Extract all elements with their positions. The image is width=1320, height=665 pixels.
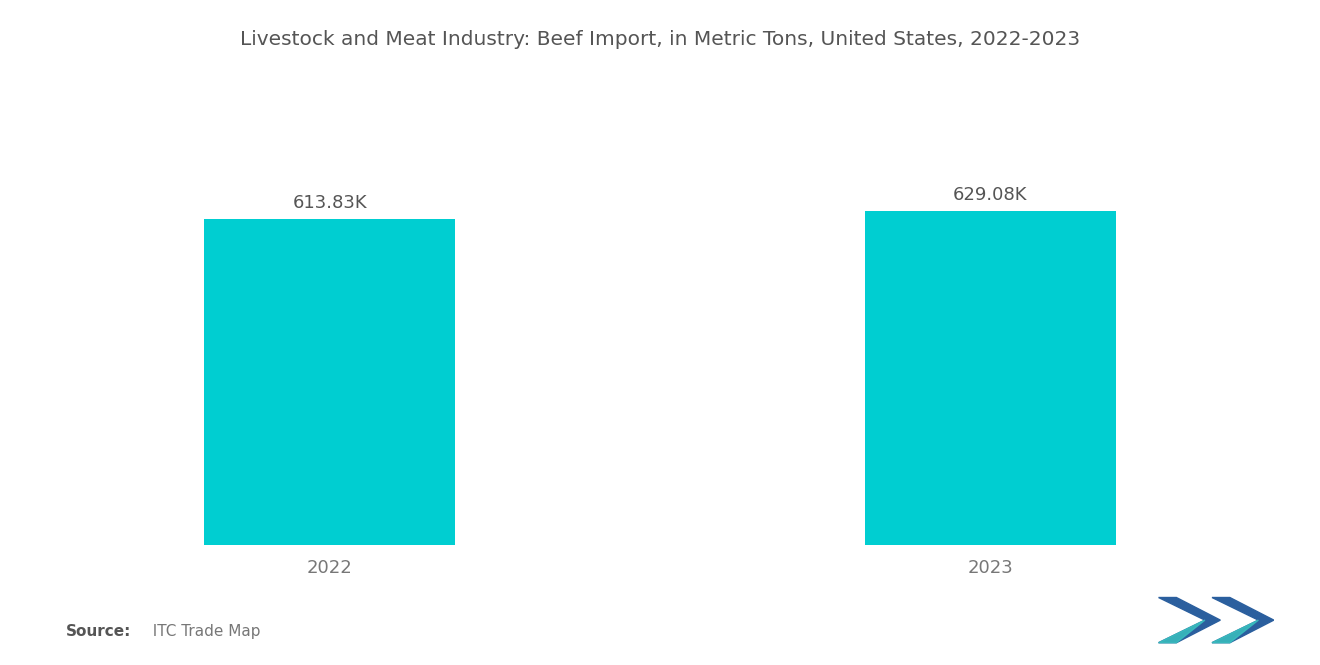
- Polygon shape: [1159, 620, 1205, 642]
- Text: 629.08K: 629.08K: [953, 186, 1028, 204]
- Bar: [205, 219, 455, 545]
- Bar: [865, 211, 1115, 545]
- Text: Livestock and Meat Industry: Beef Import, in Metric Tons, United States, 2022-20: Livestock and Meat Industry: Beef Import…: [240, 30, 1080, 49]
- Text: ITC Trade Map: ITC Trade Map: [143, 624, 260, 639]
- Text: 613.83K: 613.83K: [292, 194, 367, 212]
- Polygon shape: [1212, 620, 1258, 642]
- Polygon shape: [1212, 597, 1274, 642]
- Polygon shape: [1159, 597, 1220, 642]
- Text: Source:: Source:: [66, 624, 132, 639]
